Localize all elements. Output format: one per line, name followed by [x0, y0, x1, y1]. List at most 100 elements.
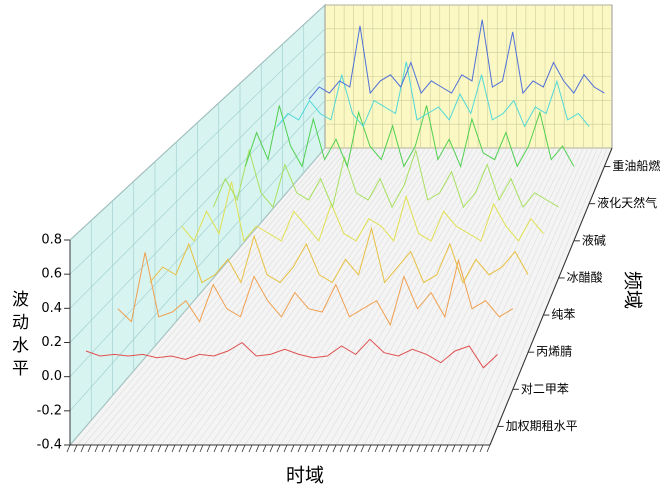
- series-line: [181, 181, 544, 243]
- floor-hatch: [167, 147, 393, 446]
- floor-hatch: [125, 147, 364, 446]
- x-tick: [332, 444, 337, 453]
- series-line: [149, 226, 529, 284]
- x-tick: [143, 444, 148, 453]
- floor-hatch: [440, 147, 579, 446]
- x-axis-label: 时域: [286, 465, 324, 487]
- x-tick: [199, 444, 204, 453]
- z-tick-label: 加权期租水平: [506, 419, 578, 433]
- y-tick-label: 0.8: [41, 233, 62, 248]
- z-tick-label: 液碱: [582, 232, 606, 247]
- x-tick: [290, 444, 295, 453]
- floor-hatch: [111, 147, 354, 446]
- floor-hatch: [377, 147, 536, 446]
- z-axis-label: 频域: [622, 271, 644, 309]
- series-line: [212, 148, 559, 209]
- floor-hatch: [321, 147, 498, 446]
- x-tick: [80, 444, 85, 453]
- floor-hatch: [363, 147, 527, 446]
- x-tick: [402, 444, 407, 453]
- floor-hatch: [482, 147, 608, 446]
- x-tick: [479, 444, 484, 453]
- x-tick: [423, 444, 428, 453]
- x-tick: [458, 444, 463, 453]
- grid-line: [69, 147, 326, 446]
- x-tick: [248, 444, 253, 453]
- x-tick: [241, 444, 246, 453]
- floor-hatch: [475, 147, 603, 446]
- x-tick: [367, 444, 372, 453]
- series-line: [276, 61, 590, 128]
- x-tick: [178, 444, 183, 453]
- x-tick: [360, 444, 365, 453]
- x-tick: [122, 444, 127, 453]
- x-tick: [262, 444, 267, 453]
- floor-hatch: [314, 147, 493, 446]
- floor-hatch: [356, 147, 522, 446]
- floor-hatch: [174, 147, 397, 446]
- floor-hatch: [468, 147, 598, 446]
- y-tick-label: 0.0: [41, 369, 62, 384]
- x-tick: [486, 444, 491, 453]
- x-tick: [129, 444, 134, 453]
- z-tick-label: 重油船燃: [612, 158, 660, 173]
- floor-hatch: [454, 147, 589, 446]
- x-tick: [157, 444, 162, 453]
- x-tick: [451, 444, 456, 453]
- x-tick: [318, 444, 323, 453]
- x-tick: [388, 444, 393, 453]
- x-tick: [171, 444, 176, 453]
- x-tick: [101, 444, 106, 453]
- x-tick: [353, 444, 358, 453]
- grid-line: [69, 76, 326, 343]
- x-tick: [269, 444, 274, 453]
- floor-hatch: [405, 147, 555, 446]
- x-tick: [297, 444, 302, 453]
- x-tick: [185, 444, 190, 453]
- floor-hatch: [195, 147, 412, 446]
- x-tick: [374, 444, 379, 453]
- floor-hatch: [461, 147, 594, 446]
- floor-hatch: [286, 147, 474, 446]
- grid-line: [69, 100, 326, 377]
- x-tick: [66, 444, 71, 453]
- floor-hatch: [328, 147, 503, 446]
- x-tick: [430, 444, 435, 453]
- x-tick: [227, 444, 232, 453]
- y-tick-label: -0.4: [37, 438, 62, 453]
- floor-hatch: [244, 147, 445, 446]
- x-tick: [136, 444, 141, 453]
- x-tick: [395, 444, 400, 453]
- floor-hatch: [230, 147, 436, 446]
- floor-hatch: [279, 147, 469, 446]
- y-axis-label: 波动水平: [8, 290, 29, 382]
- floor-hatch: [216, 147, 426, 446]
- x-tick: [150, 444, 155, 453]
- x-tick: [472, 444, 477, 453]
- x-tick: [437, 444, 442, 453]
- series: [85, 19, 605, 369]
- x-tick: [339, 444, 344, 453]
- z-tick-label: 液化天然气: [597, 195, 657, 210]
- z-tick-label: 丙烯腈: [536, 345, 572, 359]
- y-tick-label: 0.6: [41, 267, 62, 282]
- x-tick: [108, 444, 113, 453]
- x-tick: [465, 444, 470, 453]
- floor-hatch: [426, 147, 570, 446]
- grid-line: [69, 4, 326, 241]
- floor-hatch: [202, 147, 417, 446]
- floor-hatch: [97, 147, 345, 446]
- x-tick: [304, 444, 309, 453]
- floor-hatch: [258, 147, 455, 446]
- y-tick-label: -0.2: [37, 403, 62, 418]
- series-line: [244, 105, 575, 169]
- x-tick: [255, 444, 260, 453]
- floor-hatch: [293, 147, 479, 446]
- floor-hatch: [160, 147, 388, 446]
- z-tick-label: 纯苯: [551, 308, 575, 322]
- series-line: [117, 252, 514, 327]
- x-tick: [220, 444, 225, 453]
- grid-line: [69, 52, 326, 309]
- y-tick-label: 0.4: [41, 301, 62, 316]
